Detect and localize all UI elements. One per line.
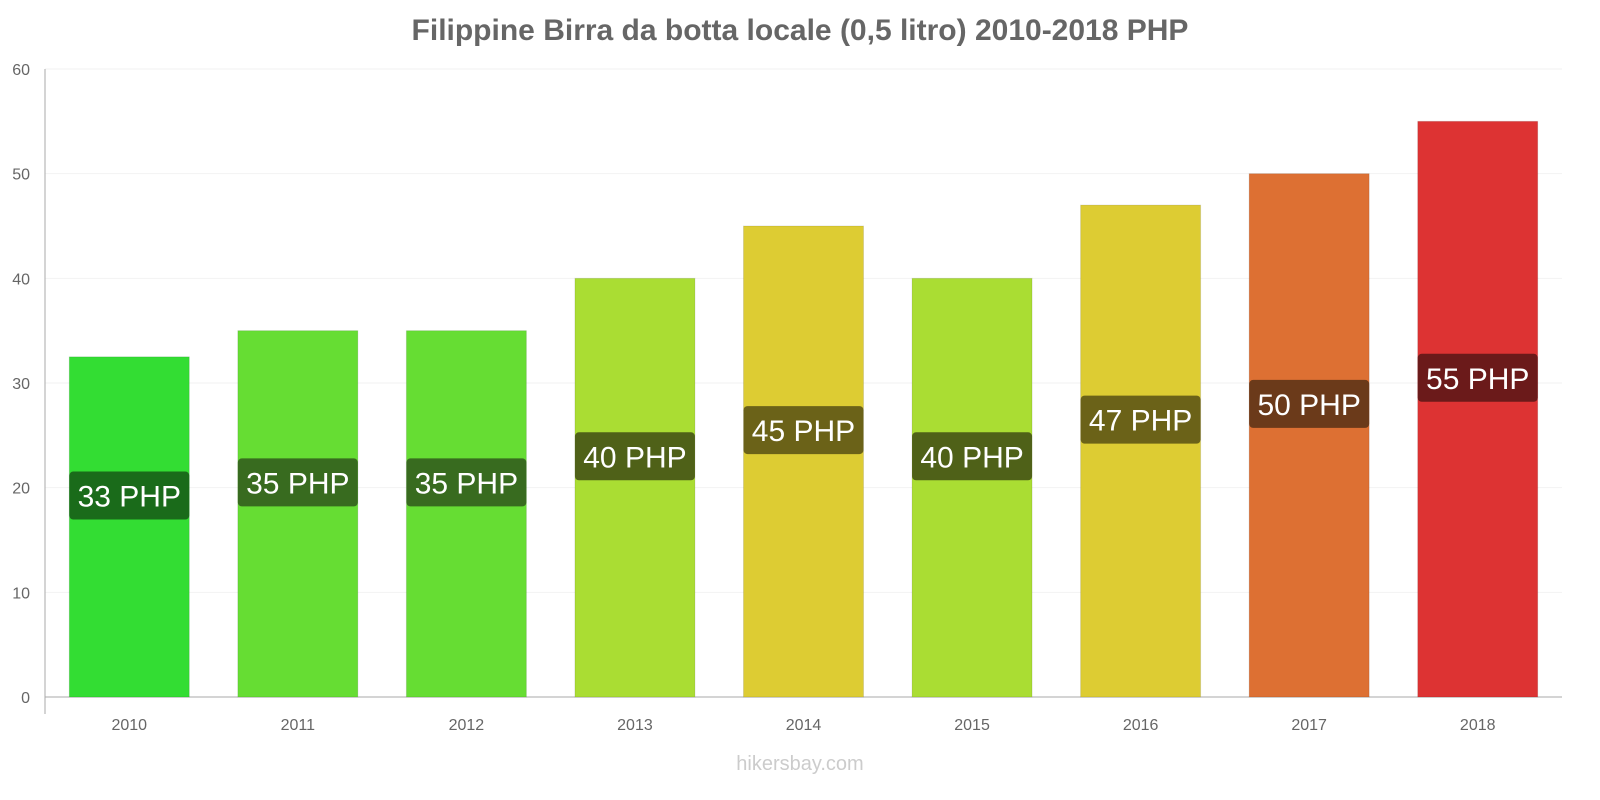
- bar: [574, 277, 696, 698]
- y-tick-label: 50: [12, 167, 30, 184]
- bar: [911, 277, 1033, 698]
- data-label: 40 PHP: [920, 441, 1023, 474]
- x-tick-label: 2017: [1291, 717, 1327, 734]
- data-label: 45 PHP: [752, 415, 855, 448]
- data-label-bg: [406, 458, 527, 507]
- data-label-bg: [1080, 395, 1201, 444]
- y-tick-label: 0: [21, 690, 30, 707]
- x-tick-label: 2011: [281, 717, 316, 734]
- data-label-bg: [1417, 353, 1538, 402]
- data-label: 35 PHP: [246, 467, 349, 500]
- x-tick-label: 2010: [111, 717, 147, 734]
- data-label-bg: [743, 406, 864, 455]
- bar: [237, 330, 359, 698]
- source-credit: hikersbay.com: [736, 753, 864, 775]
- bar: [1248, 173, 1370, 698]
- data-label: 40 PHP: [583, 441, 686, 474]
- data-label: 47 PHP: [1089, 405, 1192, 438]
- data-label-bg: [574, 432, 695, 481]
- x-tick-label: 2018: [1460, 717, 1496, 734]
- data-label: 50 PHP: [1257, 389, 1360, 422]
- data-label-bg: [69, 471, 190, 520]
- bar: [1080, 204, 1202, 698]
- x-tick-label: 2015: [954, 717, 990, 734]
- data-label-bg: [1249, 379, 1370, 428]
- y-tick-label: 20: [12, 481, 30, 498]
- data-label: 35 PHP: [415, 467, 518, 500]
- y-tick-label: 30: [12, 376, 30, 393]
- x-tick-label: 2012: [449, 717, 485, 734]
- bar: [743, 225, 864, 698]
- y-tick-label: 40: [12, 271, 30, 288]
- y-tick-label: 60: [12, 62, 30, 79]
- data-label: 33 PHP: [78, 481, 181, 514]
- data-label-bg: [912, 432, 1033, 481]
- x-tick-label: 2013: [617, 717, 653, 734]
- data-label-bg: [237, 458, 358, 507]
- data-label: 55 PHP: [1426, 363, 1529, 396]
- x-tick-label: 2016: [1123, 717, 1159, 734]
- chart-title: Filippine Birra da botta locale (0,5 lit…: [411, 14, 1189, 47]
- x-tick-label: 2014: [786, 717, 822, 734]
- bar: [405, 330, 527, 698]
- bar: [68, 356, 190, 698]
- bar: [1417, 120, 1539, 698]
- y-tick-label: 10: [12, 585, 30, 602]
